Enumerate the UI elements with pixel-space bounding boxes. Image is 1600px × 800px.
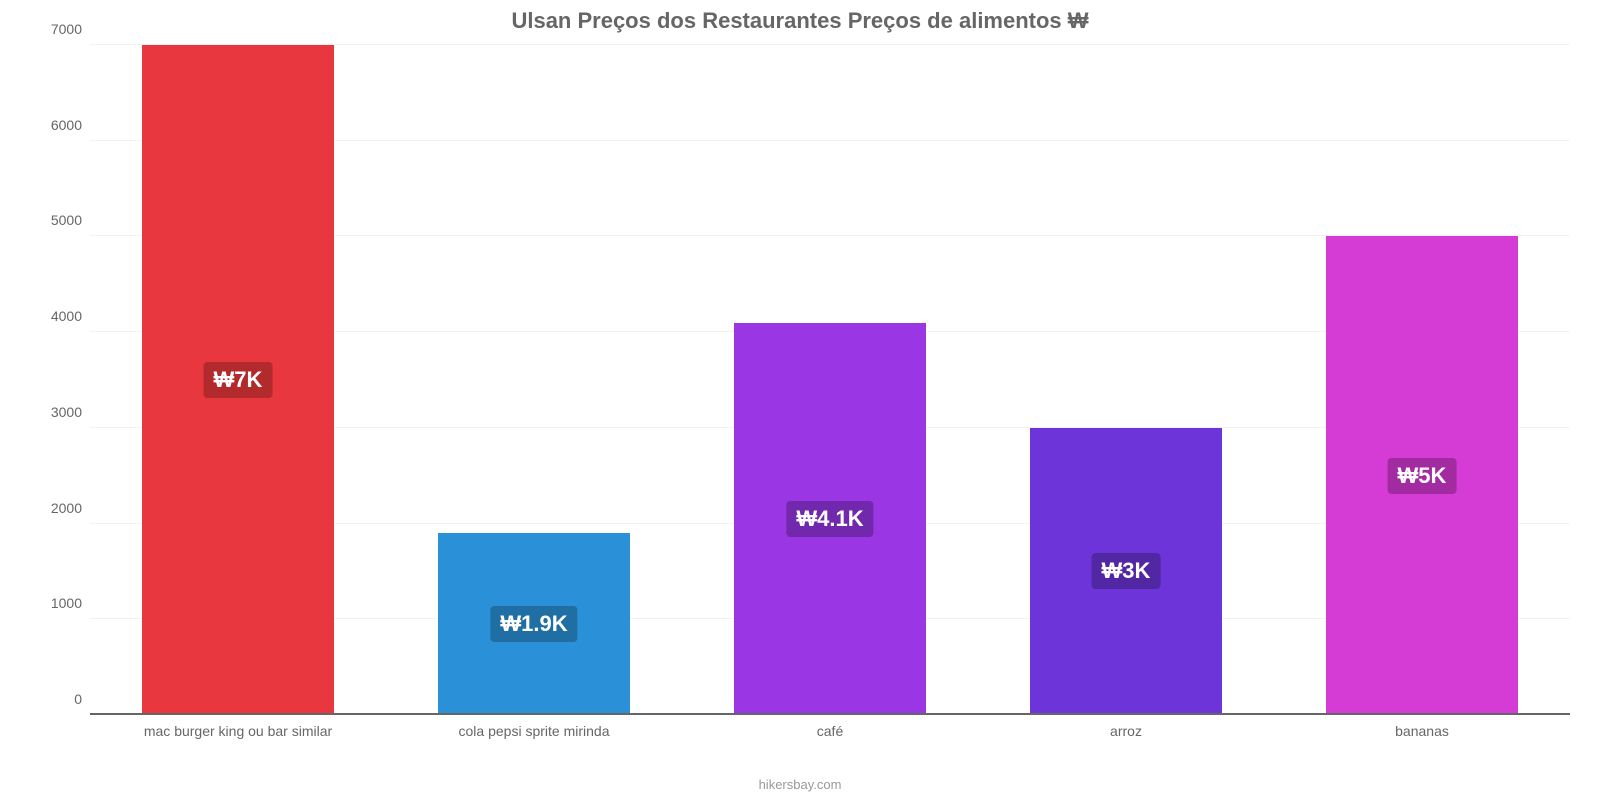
y-tick-label: 3000 bbox=[51, 404, 82, 420]
bar: ₩1.9K bbox=[438, 533, 630, 715]
y-tick-label: 2000 bbox=[51, 500, 82, 516]
x-tick-label: mac burger king ou bar similar bbox=[144, 723, 332, 739]
bar-value-label: ₩7K bbox=[204, 362, 273, 398]
bar: ₩5K bbox=[1326, 236, 1518, 715]
bar: ₩7K bbox=[142, 45, 334, 715]
y-tick-label: 4000 bbox=[51, 308, 82, 324]
bar-value-label: ₩5K bbox=[1388, 458, 1457, 494]
y-tick-label: 7000 bbox=[51, 21, 82, 37]
x-tick-label: café bbox=[817, 723, 843, 739]
chart-attribution: hikersbay.com bbox=[0, 777, 1600, 792]
y-tick-label: 0 bbox=[74, 691, 82, 707]
bar-value-label: ₩1.9K bbox=[490, 606, 577, 642]
bar-value-label: ₩4.1K bbox=[786, 501, 873, 537]
y-tick-label: 6000 bbox=[51, 117, 82, 133]
x-tick-label: bananas bbox=[1395, 723, 1449, 739]
bar-value-label: ₩3K bbox=[1092, 553, 1161, 589]
x-tick-label: arroz bbox=[1110, 723, 1142, 739]
x-axis-line bbox=[90, 713, 1570, 715]
x-tick-label: cola pepsi sprite mirinda bbox=[459, 723, 610, 739]
bar: ₩3K bbox=[1030, 428, 1222, 715]
bar: ₩4.1K bbox=[734, 323, 926, 715]
y-tick-label: 1000 bbox=[51, 595, 82, 611]
y-tick-label: 5000 bbox=[51, 212, 82, 228]
chart-plot-area: 01000200030004000500060007000₩7Kmac burg… bbox=[90, 45, 1570, 715]
chart-title: Ulsan Preços dos Restaurantes Preços de … bbox=[0, 0, 1600, 38]
